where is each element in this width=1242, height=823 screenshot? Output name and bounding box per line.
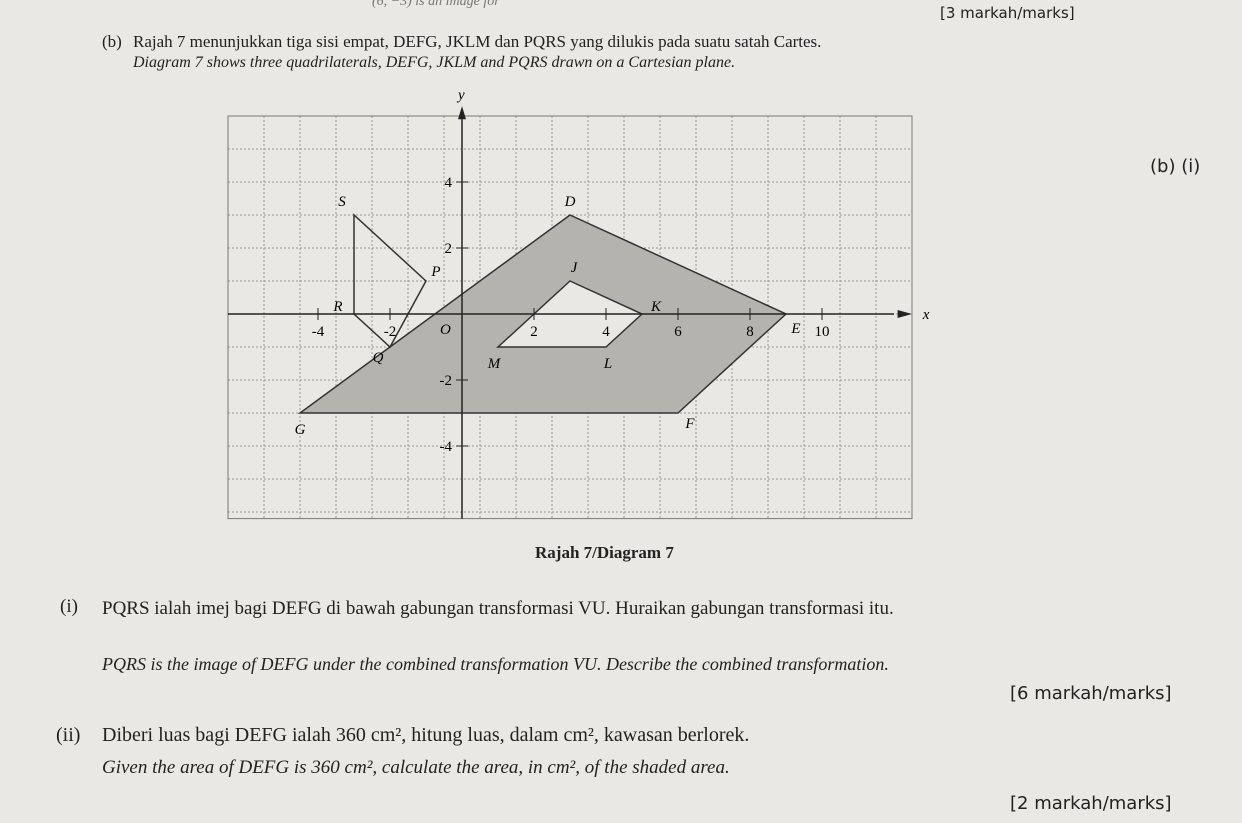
- vertex-label: G: [295, 422, 306, 438]
- arrow: [897, 310, 912, 318]
- question-english: PQRS is the image of DEFG under the comb…: [102, 654, 889, 674]
- x-tick-label: 8: [746, 324, 754, 340]
- question-label: (ii): [56, 724, 81, 746]
- vertex-label: D: [564, 194, 576, 210]
- question-english: Given the area of DEFG is 360 cm², calcu…: [102, 757, 730, 778]
- vertex-label: K: [650, 299, 662, 315]
- x-tick-label: 2: [530, 324, 538, 340]
- question-marks: [6 markah/marks]: [1010, 683, 1172, 704]
- y-tick-label: -4: [440, 439, 453, 455]
- y-tick-label: 4: [445, 175, 453, 191]
- vertex-label: M: [487, 356, 502, 372]
- vertex-label: J: [571, 260, 579, 276]
- diagram-caption: Rajah 7/Diagram 7: [535, 543, 674, 562]
- vertex-label: P: [430, 264, 440, 280]
- arrow: [458, 106, 466, 120]
- axis-label: x: [922, 307, 930, 323]
- vertex-label: Q: [373, 350, 384, 366]
- question-label: (i): [60, 596, 78, 617]
- x-tick-label: 6: [674, 324, 682, 340]
- axis-label: y: [456, 88, 465, 104]
- x-tick-label: -2: [384, 324, 397, 340]
- x-tick-label: 10: [815, 324, 830, 340]
- question-malay: PQRS ialah imej bagi DEFG di bawah gabun…: [102, 598, 894, 619]
- header-fragment: (6, −3) is an image for: [372, 0, 500, 9]
- margin-label: (b) (i): [1150, 156, 1201, 177]
- grid-border: [227, 115, 913, 520]
- part-english: Diagram 7 shows three quadrilaterals, DE…: [133, 54, 736, 71]
- y-tick-label: -2: [440, 373, 453, 389]
- y-tick-label: 2: [445, 241, 453, 257]
- header-marks: [3 markah/marks]: [940, 4, 1075, 22]
- part-label: (b): [102, 32, 122, 51]
- vertex-label: E: [790, 321, 800, 337]
- vertex-label: S: [338, 194, 346, 210]
- vertex-label: R: [332, 299, 342, 315]
- origin-label: O: [440, 322, 451, 338]
- question-malay: Diberi luas bagi DEFG ialah 360 cm², hit…: [102, 724, 750, 746]
- vertex-label: L: [603, 356, 612, 372]
- vertex-label: F: [684, 416, 695, 432]
- x-tick-label: -4: [312, 324, 325, 340]
- x-tick-label: 4: [602, 324, 610, 340]
- part-malay: Rajah 7 menunjukkan tiga sisi empat, DEF…: [133, 32, 822, 51]
- question-marks: [2 markah/marks]: [1010, 793, 1172, 814]
